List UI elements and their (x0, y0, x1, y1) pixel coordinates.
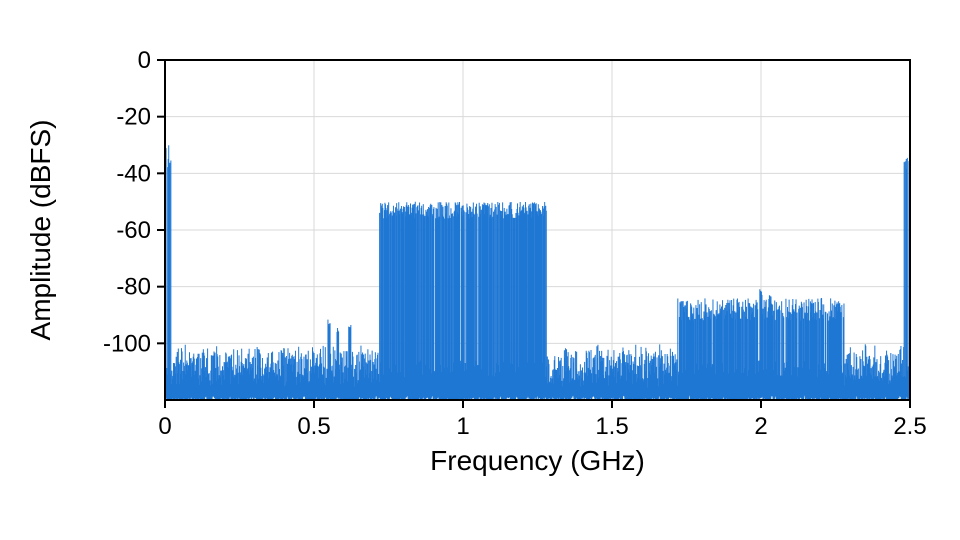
y-tick-label: 0 (138, 47, 151, 74)
y-tick-label: -80 (116, 274, 151, 301)
y-axis-label: Amplitude (dBFS) (25, 120, 56, 341)
x-tick-label: 0.5 (297, 413, 330, 440)
x-tick-label: 1 (456, 413, 469, 440)
x-tick-label: 0 (158, 413, 171, 440)
x-tick-label: 2 (754, 413, 767, 440)
chart-canvas: 0 0.5 1 1.5 2 2.5 0 -20 -40 -60 -80 -100 Frequency (… (0, 0, 960, 540)
y-tick-label: -20 (116, 104, 151, 131)
x-tick-label: 2.5 (893, 413, 926, 440)
x-axis-label: Frequency (GHz) (430, 445, 645, 476)
x-tick-label: 1.5 (595, 413, 628, 440)
y-tick-label: -40 (116, 160, 151, 187)
y-tick-label: -60 (116, 217, 151, 244)
spectrum-chart: 0 0.5 1 1.5 2 2.5 0 -20 -40 -60 -80 -100 Frequency (… (0, 0, 960, 540)
y-tick-label: -100 (103, 330, 151, 357)
